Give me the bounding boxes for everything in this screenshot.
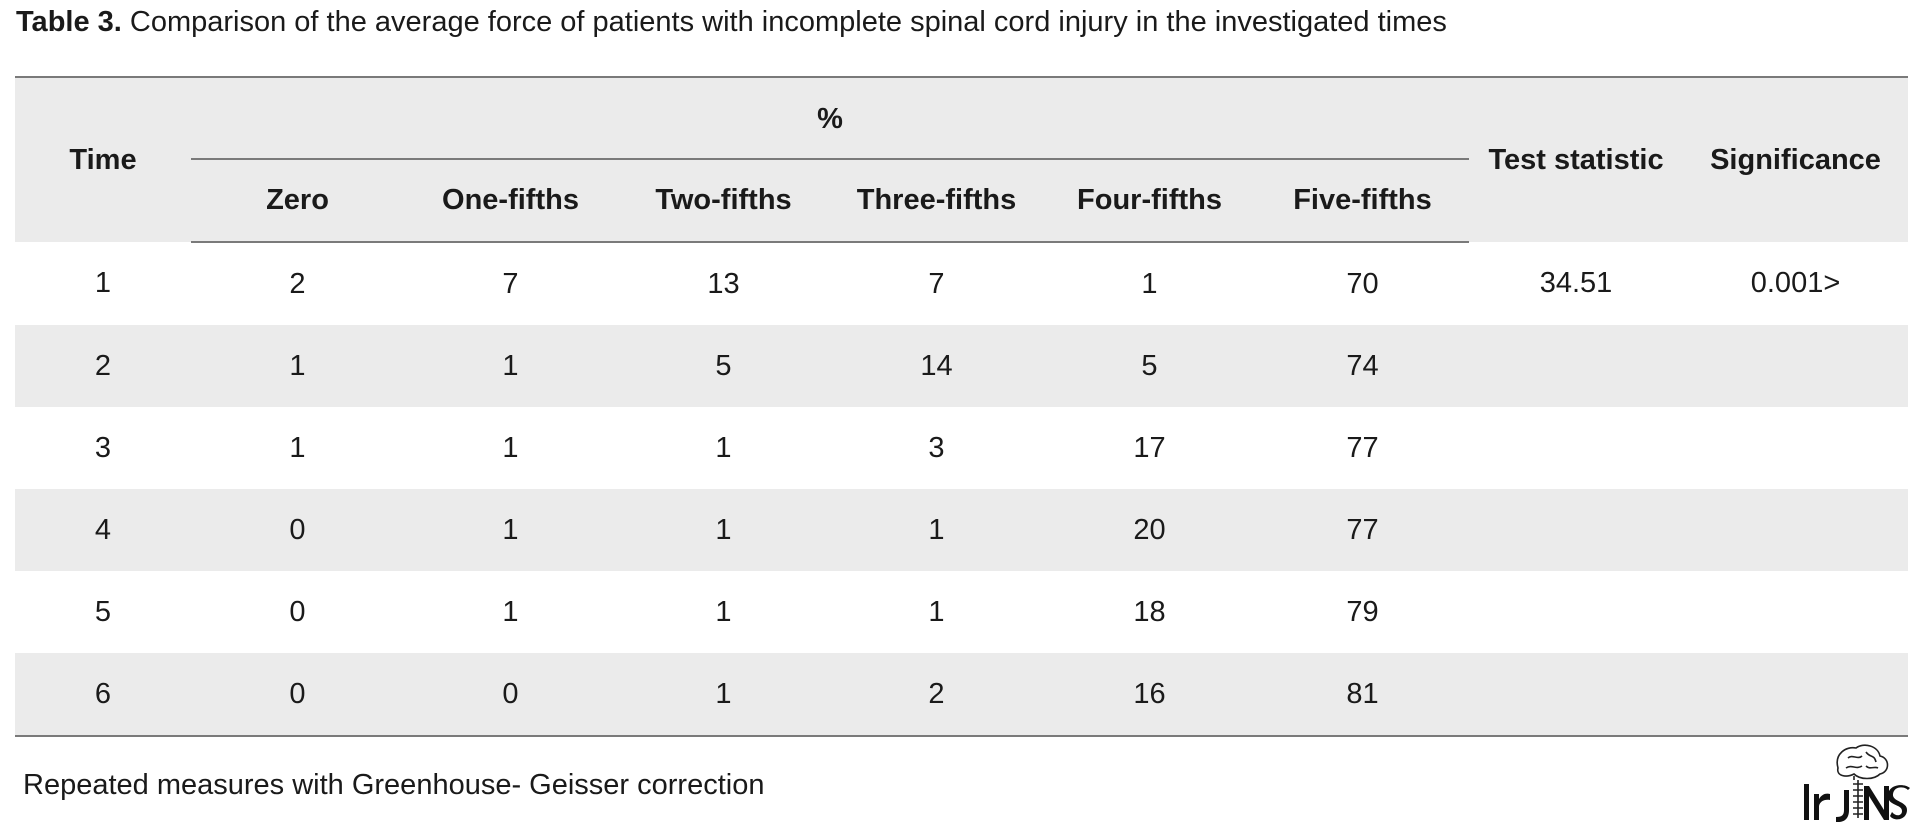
cell-test-statistic xyxy=(1469,489,1684,571)
cell-significance xyxy=(1683,489,1909,571)
cell-time: 3 xyxy=(94,431,112,464)
header-test-statistic: Test statistic xyxy=(1469,76,1684,242)
cell-two-fifths: 13 xyxy=(707,267,740,300)
header-time: Time xyxy=(15,76,191,242)
cell-zero: 1 xyxy=(191,325,404,407)
table-row: 5 0 1 1 1 18 79 xyxy=(15,571,1908,653)
cell-three-fifths: 1 xyxy=(830,489,1043,571)
cell-time: 5 xyxy=(94,595,112,628)
cell-three-fifths: 7 xyxy=(928,267,945,300)
cell-one-fifths: 1 xyxy=(502,595,519,628)
cell-three-fifths: 1 xyxy=(928,595,945,628)
cell-three-fifths: 2 xyxy=(830,653,1043,737)
cell-zero: 0 xyxy=(289,595,306,628)
table-footnote: Repeated measures with Greenhouse- Geiss… xyxy=(23,769,765,801)
cell-four-fifths: 20 xyxy=(1043,489,1256,571)
header-three-fifths: Three-fifths xyxy=(830,160,1043,243)
cell-zero: 2 xyxy=(289,267,306,300)
cell-one-fifths: 7 xyxy=(502,267,519,300)
cell-one-fifths: 1 xyxy=(404,325,617,407)
cell-four-fifths: 16 xyxy=(1043,653,1256,737)
cell-test-statistic xyxy=(1469,325,1684,407)
cell-five-fifths: 77 xyxy=(1256,489,1470,571)
caption-label: Table 3. xyxy=(16,6,122,38)
journal-logo xyxy=(1800,740,1910,826)
cell-test-statistic xyxy=(1469,653,1684,737)
brain-spine-logo-icon xyxy=(1804,744,1910,822)
table-row: 4 0 1 1 1 20 77 xyxy=(15,489,1909,571)
table-caption: Table 3. Comparison of the average force… xyxy=(16,3,1447,41)
cell-two-fifths: 1 xyxy=(617,489,830,571)
cell-time: 1 xyxy=(94,267,112,299)
cell-two-fifths: 1 xyxy=(617,653,830,737)
cell-time: 4 xyxy=(15,489,191,571)
header-one-fifths: One-fifths xyxy=(404,160,617,243)
cell-test-statistic: 34.51 xyxy=(1539,267,1613,299)
cell-zero: 1 xyxy=(289,431,306,464)
table-container: Time % Test statistic Significance Zero … xyxy=(15,76,1909,737)
caption-text: Comparison of the average force of patie… xyxy=(129,6,1447,38)
cell-five-fifths: 70 xyxy=(1346,267,1379,300)
cell-four-fifths: 17 xyxy=(1133,431,1166,464)
cell-five-fifths: 81 xyxy=(1256,653,1470,737)
cell-time: 2 xyxy=(15,325,191,407)
cell-five-fifths: 77 xyxy=(1346,431,1379,464)
cell-five-fifths: 74 xyxy=(1256,325,1470,407)
cell-significance xyxy=(1683,407,1908,489)
table-row: 1 2 7 13 7 1 70 34.51 0.001> xyxy=(15,242,1908,325)
cell-one-fifths: 0 xyxy=(404,653,617,737)
cell-five-fifths: 79 xyxy=(1346,595,1379,628)
header-percent: % xyxy=(191,76,1470,161)
cell-three-fifths: 14 xyxy=(830,325,1043,407)
cell-time: 6 xyxy=(15,653,191,737)
cell-two-fifths: 5 xyxy=(617,325,830,407)
cell-four-fifths: 18 xyxy=(1133,595,1166,628)
cell-four-fifths: 5 xyxy=(1043,325,1256,407)
cell-two-fifths: 1 xyxy=(715,595,732,628)
header-significance: Significance xyxy=(1683,76,1909,242)
cell-significance xyxy=(1683,571,1908,653)
cell-four-fifths: 1 xyxy=(1141,267,1158,300)
cell-significance xyxy=(1683,653,1909,737)
cell-one-fifths: 1 xyxy=(502,431,519,464)
header-zero: Zero xyxy=(191,160,404,243)
cell-test-statistic xyxy=(1469,407,1683,489)
header-four-fifths: Four-fifths xyxy=(1043,160,1256,243)
table-row: 2 1 1 5 14 5 74 xyxy=(15,325,1909,407)
cell-three-fifths: 3 xyxy=(928,431,945,464)
table-row: 6 0 0 1 2 16 81 xyxy=(15,653,1909,737)
data-table: Time % Test statistic Significance Zero … xyxy=(15,76,1909,737)
header-five-fifths: Five-fifths xyxy=(1256,160,1470,243)
cell-test-statistic xyxy=(1469,571,1683,653)
cell-significance: 0.001> xyxy=(1750,267,1841,299)
table-body: 1 2 7 13 7 1 70 34.51 0.001> 2 1 1 5 14 … xyxy=(15,242,1909,737)
cell-one-fifths: 1 xyxy=(404,489,617,571)
cell-significance xyxy=(1683,325,1909,407)
cell-zero: 0 xyxy=(191,489,404,571)
header-two-fifths: Two-fifths xyxy=(617,160,830,243)
cell-zero: 0 xyxy=(191,653,404,737)
cell-two-fifths: 1 xyxy=(715,431,732,464)
table-row: 3 1 1 1 3 17 77 xyxy=(15,407,1908,489)
